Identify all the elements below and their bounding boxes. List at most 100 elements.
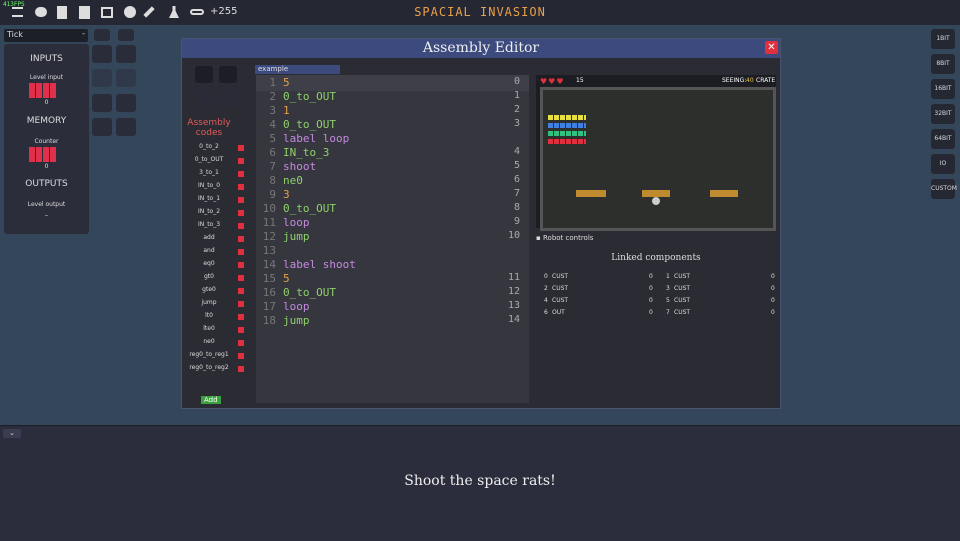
- address: 9: [513, 216, 520, 227]
- remove-code[interactable]: [238, 197, 244, 203]
- editor-fast[interactable]: [219, 90, 237, 107]
- remove-code[interactable]: [238, 171, 244, 177]
- line-number: 16: [262, 286, 276, 299]
- code-text: 0_to_OUT: [283, 202, 336, 215]
- hierarchy-icon[interactable]: [101, 7, 113, 18]
- remove-code[interactable]: [238, 158, 244, 164]
- level-output-value: _: [45, 209, 48, 216]
- code-text: 0_to_OUT: [283, 286, 336, 299]
- code-item[interactable]: and: [203, 247, 215, 254]
- code-item[interactable]: lt0: [205, 312, 213, 319]
- code-item[interactable]: IN_to_0: [197, 182, 221, 189]
- remove-code[interactable]: [238, 288, 244, 294]
- bottom-panel: ⌄ Shoot the space rats!: [0, 425, 960, 541]
- address: 3: [513, 118, 520, 129]
- outputs-heading: OUTPUTS: [25, 179, 68, 189]
- remove-code[interactable]: [238, 210, 244, 216]
- code-item[interactable]: eq0: [203, 260, 215, 267]
- zoom-in[interactable]: [94, 29, 110, 41]
- code-text: 0_to_OUT: [283, 90, 336, 103]
- play-button[interactable]: [116, 45, 136, 63]
- code-text: 1: [283, 104, 290, 117]
- tab-label: example: [258, 65, 289, 73]
- address: 6: [513, 174, 520, 185]
- add-button[interactable]: Add: [201, 396, 221, 404]
- tab[interactable]: example: [255, 65, 340, 74]
- address: 13: [507, 300, 520, 311]
- crate-row: [642, 190, 670, 197]
- remove-code[interactable]: [238, 353, 244, 359]
- zoom-out[interactable]: [118, 29, 134, 41]
- remove-code[interactable]: [238, 314, 244, 320]
- stop-button[interactable]: [92, 69, 112, 87]
- remove-code[interactable]: [238, 301, 244, 307]
- remove-code[interactable]: [238, 223, 244, 229]
- code-item[interactable]: gt0: [204, 273, 214, 280]
- flask-icon[interactable]: [169, 6, 179, 18]
- size-button[interactable]: 32BIT: [931, 104, 955, 124]
- remove-code[interactable]: [238, 366, 244, 372]
- size-button[interactable]: IO: [931, 154, 955, 174]
- fast-button[interactable]: [116, 69, 136, 87]
- code-text: shoot: [283, 160, 317, 173]
- code-item[interactable]: IN_to_3: [197, 221, 221, 228]
- menu-icon[interactable]: [12, 7, 23, 17]
- code-item[interactable]: gte0: [202, 286, 216, 293]
- tick-dropdown[interactable]: Tick -: [4, 29, 88, 42]
- select-button[interactable]: [92, 94, 112, 112]
- delete-button[interactable]: [116, 94, 136, 112]
- line-number: 15: [262, 272, 276, 285]
- code-item[interactable]: 3_to_1: [199, 169, 219, 176]
- editor-stop[interactable]: [195, 90, 213, 107]
- size-button[interactable]: 16BIT: [931, 79, 955, 99]
- file-icon[interactable]: [57, 6, 67, 19]
- pencil-button[interactable]: [92, 118, 112, 136]
- counter: +255: [210, 6, 238, 17]
- editor-play[interactable]: [219, 66, 237, 83]
- code-item[interactable]: 0_to_2: [199, 143, 219, 150]
- line-number: 7: [269, 160, 276, 173]
- size-button[interactable]: 8BIT: [931, 54, 955, 74]
- editor-step[interactable]: [195, 66, 213, 83]
- code-item[interactable]: jump: [201, 299, 217, 306]
- linked-index: 5: [666, 297, 670, 304]
- code-item[interactable]: reg0_to_reg2: [189, 364, 229, 371]
- size-button[interactable]: CUSTOM: [931, 179, 957, 199]
- remove-code[interactable]: [238, 275, 244, 281]
- remove-code[interactable]: [238, 249, 244, 255]
- code-item[interactable]: 0_to_OUT: [194, 156, 224, 163]
- line-number: 2: [269, 90, 276, 103]
- linked-value: 0: [649, 285, 653, 292]
- code-item[interactable]: lte0: [203, 325, 215, 332]
- linked-index: 7: [666, 309, 670, 316]
- code-item[interactable]: ne0: [203, 338, 215, 345]
- code-item[interactable]: IN_to_2: [197, 208, 221, 215]
- line-number: 17: [262, 300, 276, 313]
- chat-icon[interactable]: [35, 7, 47, 17]
- code-item[interactable]: add: [203, 234, 215, 241]
- remove-code[interactable]: [238, 340, 244, 346]
- settings-icon[interactable]: [124, 6, 136, 18]
- step-button[interactable]: [92, 45, 112, 63]
- robot-controls[interactable]: ▪ Robot controls: [536, 234, 594, 242]
- book-icon[interactable]: [79, 6, 90, 19]
- size-button[interactable]: 1BIT: [931, 29, 955, 49]
- collapse-button[interactable]: ⌄: [3, 429, 21, 438]
- line-number: 3: [269, 104, 276, 117]
- linked-type: CUST: [674, 309, 691, 316]
- size-button[interactable]: 64BIT: [931, 129, 955, 149]
- seeing-item: CRATE: [756, 77, 776, 84]
- remove-code[interactable]: [238, 236, 244, 242]
- color-button[interactable]: [116, 118, 136, 136]
- left-panel: INPUTS Level input 0 MEMORY Counter 0 OU…: [4, 44, 89, 234]
- remove-code[interactable]: [238, 327, 244, 333]
- remove-code[interactable]: [238, 184, 244, 190]
- remove-code[interactable]: [238, 262, 244, 268]
- assembly-editor: Assembly Editor ✕ Assembly codes 0_to_2 0…: [181, 38, 781, 409]
- close-button[interactable]: ✕: [765, 41, 778, 54]
- level-input-label: Level input: [29, 74, 64, 81]
- linked-index: 1: [666, 273, 670, 280]
- code-item[interactable]: reg0_to_reg1: [189, 351, 229, 358]
- code-item[interactable]: IN_to_1: [197, 195, 221, 202]
- remove-code[interactable]: [238, 145, 244, 151]
